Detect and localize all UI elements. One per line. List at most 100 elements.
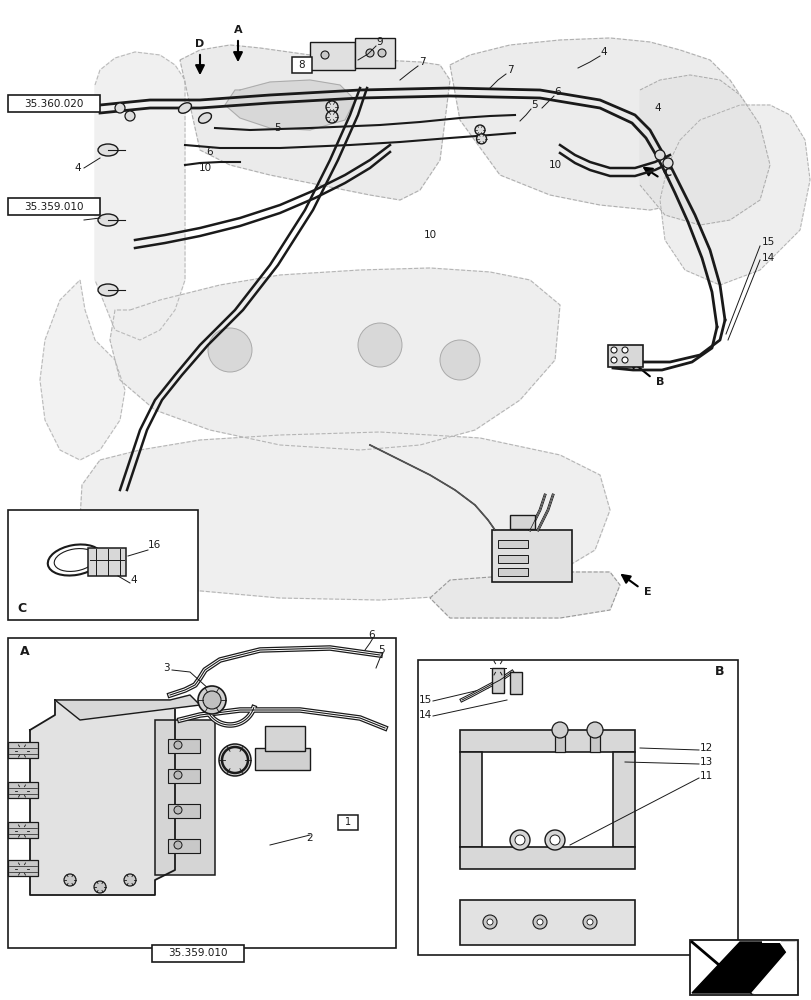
Bar — [354, 38, 394, 68]
Circle shape — [94, 881, 106, 893]
Bar — [152, 945, 243, 962]
Bar — [607, 345, 642, 367]
Circle shape — [586, 722, 603, 738]
Circle shape — [325, 101, 337, 113]
Bar — [491, 530, 571, 582]
Circle shape — [208, 328, 251, 372]
Bar — [497, 555, 527, 563]
Text: D: D — [195, 39, 204, 49]
Circle shape — [654, 150, 664, 160]
Text: 8: 8 — [298, 60, 305, 70]
Bar — [554, 734, 564, 752]
Bar — [460, 847, 634, 869]
Circle shape — [586, 919, 592, 925]
Circle shape — [544, 830, 564, 850]
Circle shape — [124, 874, 135, 886]
Bar — [497, 540, 527, 548]
Circle shape — [174, 771, 182, 779]
Bar — [264, 726, 305, 751]
Ellipse shape — [98, 284, 118, 296]
Text: 4: 4 — [130, 575, 136, 585]
Text: 10: 10 — [423, 230, 436, 240]
Circle shape — [174, 841, 182, 849]
Polygon shape — [225, 80, 354, 130]
Polygon shape — [80, 432, 609, 600]
Ellipse shape — [98, 214, 118, 226]
Bar — [168, 739, 200, 753]
Text: A: A — [234, 25, 242, 35]
Text: 2: 2 — [307, 833, 313, 843]
Bar — [168, 839, 200, 853]
Circle shape — [536, 919, 543, 925]
Text: 7: 7 — [506, 65, 513, 75]
Ellipse shape — [198, 113, 211, 123]
Text: C: C — [663, 168, 672, 178]
Bar — [612, 752, 634, 847]
Text: 3: 3 — [163, 663, 169, 673]
Circle shape — [378, 49, 385, 57]
Circle shape — [358, 323, 401, 367]
Text: 5: 5 — [274, 123, 281, 133]
Circle shape — [483, 915, 496, 929]
Text: 35.360.020: 35.360.020 — [24, 99, 84, 109]
Bar — [255, 748, 310, 770]
Circle shape — [509, 830, 530, 850]
Circle shape — [582, 915, 596, 929]
Circle shape — [487, 919, 492, 925]
Circle shape — [115, 103, 125, 113]
Circle shape — [621, 347, 627, 353]
Circle shape — [125, 111, 135, 121]
Text: 4: 4 — [75, 163, 81, 173]
Text: 35.359.010: 35.359.010 — [24, 202, 84, 212]
Polygon shape — [449, 38, 754, 210]
Circle shape — [219, 744, 251, 776]
Text: 10: 10 — [198, 163, 212, 173]
Circle shape — [621, 357, 627, 363]
Polygon shape — [40, 280, 125, 460]
Circle shape — [174, 741, 182, 749]
Text: 12: 12 — [699, 743, 712, 753]
Text: B: B — [655, 377, 663, 387]
Bar — [168, 769, 200, 783]
Polygon shape — [109, 268, 560, 450]
Text: 6: 6 — [207, 147, 213, 157]
Polygon shape — [761, 942, 795, 965]
Circle shape — [532, 915, 547, 929]
Bar — [8, 510, 198, 620]
Bar — [155, 720, 215, 875]
Text: 15: 15 — [418, 695, 431, 705]
Circle shape — [203, 691, 221, 709]
Text: 5: 5 — [378, 645, 384, 655]
Text: C: C — [17, 601, 27, 614]
Polygon shape — [30, 700, 175, 895]
Ellipse shape — [98, 144, 118, 156]
Text: 10: 10 — [547, 160, 561, 170]
Circle shape — [325, 111, 337, 123]
Circle shape — [610, 357, 616, 363]
Text: 6: 6 — [368, 630, 375, 640]
Circle shape — [551, 722, 568, 738]
Bar — [310, 42, 354, 70]
Bar — [8, 822, 38, 838]
Circle shape — [663, 158, 672, 168]
Polygon shape — [55, 695, 200, 720]
Bar — [460, 900, 634, 945]
Text: 13: 13 — [699, 757, 712, 767]
Bar — [418, 660, 737, 955]
Polygon shape — [659, 105, 809, 285]
Text: 11: 11 — [699, 771, 712, 781]
Circle shape — [514, 835, 525, 845]
Circle shape — [320, 51, 328, 59]
Text: A: A — [20, 645, 30, 658]
Polygon shape — [180, 45, 449, 200]
Circle shape — [610, 347, 616, 353]
Polygon shape — [751, 942, 795, 993]
Bar — [460, 752, 482, 847]
Text: 4: 4 — [600, 47, 607, 57]
Polygon shape — [639, 75, 769, 225]
Bar — [689, 940, 797, 995]
Bar — [590, 734, 599, 752]
Circle shape — [64, 874, 76, 886]
Bar — [292, 57, 311, 73]
Text: 14: 14 — [761, 253, 775, 263]
